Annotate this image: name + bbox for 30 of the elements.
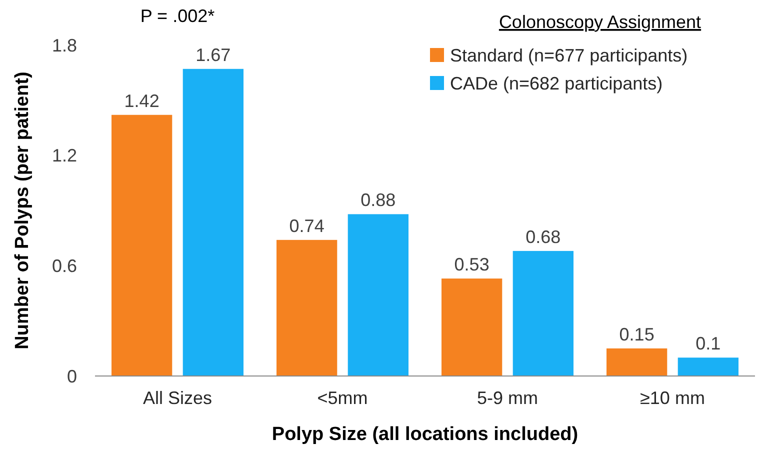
data-label: 0.53 xyxy=(454,254,490,275)
bar xyxy=(182,68,244,376)
bar xyxy=(112,114,172,376)
bar xyxy=(348,214,408,376)
bar xyxy=(442,278,502,376)
x-tick-label: ≥10 mm xyxy=(640,388,705,408)
bar xyxy=(512,250,574,376)
bar xyxy=(678,358,738,376)
data-label: 1.42 xyxy=(124,90,160,111)
legend-label: CADe (n=682 participants) xyxy=(450,73,663,94)
data-label: 0.1 xyxy=(696,334,721,354)
y-tick-label: 1.8 xyxy=(52,35,77,56)
legend-title: Colonoscopy Assignment xyxy=(498,12,702,32)
x-tick-label: All Sizes xyxy=(142,388,212,408)
data-label: 0.15 xyxy=(619,324,654,344)
x-axis-title: Polyp Size (all locations included) xyxy=(272,424,578,445)
x-tick-label: <5mm xyxy=(317,388,368,408)
y-tick-label: 1.2 xyxy=(52,146,77,166)
data-label: 0.68 xyxy=(526,226,561,247)
data-label: 0.74 xyxy=(289,216,324,236)
bar xyxy=(606,348,668,376)
legend-label: Standard (n=677 participants) xyxy=(450,45,688,66)
data-label: 1.67 xyxy=(196,44,231,65)
bar xyxy=(276,240,338,376)
y-tick-label: 0 xyxy=(66,366,77,386)
x-tick-label: 5-9 mm xyxy=(476,388,538,408)
text: P = .002* xyxy=(140,6,215,26)
y-axis-title: Number of Polyps (per patient) xyxy=(12,72,33,350)
y-tick-label: 0.6 xyxy=(52,256,77,276)
data-label: 0.88 xyxy=(360,190,396,210)
